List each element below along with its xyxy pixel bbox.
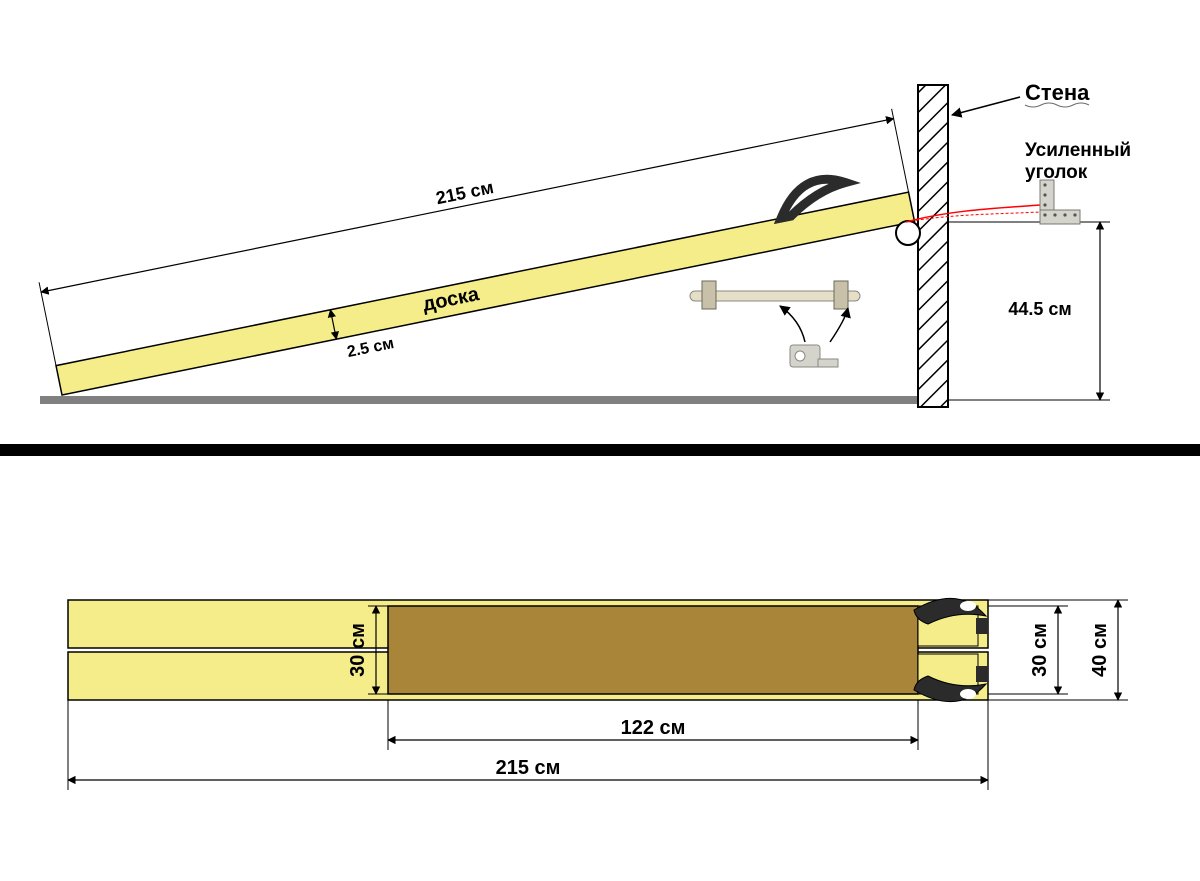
section-divider bbox=[0, 444, 1200, 456]
l-bracket-icon bbox=[1040, 180, 1080, 224]
floor bbox=[40, 396, 920, 404]
dim-mat-w-text: 122 см bbox=[621, 717, 686, 739]
dim-total-w: 215 см bbox=[68, 700, 988, 790]
roller bbox=[896, 221, 920, 245]
mat-top bbox=[388, 606, 918, 694]
wall-bar bbox=[690, 281, 860, 309]
wall-label: Стена bbox=[1025, 80, 1090, 105]
side-view-diagram: доска 215 см 2.5 см bbox=[36, 80, 1131, 419]
small-bracket bbox=[790, 345, 838, 367]
dim-inner-h-right-text: 30 см bbox=[1029, 623, 1051, 677]
plank-side: доска 215 см 2.5 см bbox=[36, 96, 919, 418]
bracket-label-line1: Усиленный bbox=[1025, 140, 1131, 161]
dim-height: 44.5 см bbox=[948, 222, 1110, 400]
top-view-diagram: 30 см 30 см 40 см 122 см 215 bbox=[68, 598, 1128, 790]
wall bbox=[918, 85, 948, 407]
dim-thickness-text: 2.5 см bbox=[346, 335, 396, 361]
dim-mat-w: 122 см bbox=[388, 700, 918, 750]
bracket-label-line2: уголок bbox=[1025, 162, 1088, 183]
dim-length-text: 215 см bbox=[434, 177, 495, 208]
dim-height-text: 44.5 см bbox=[1008, 299, 1071, 319]
dim-outer-h-text: 40 см bbox=[1089, 623, 1111, 677]
dim-inner-h-left-text: 30 см bbox=[347, 623, 369, 677]
dim-total-w-text: 215 см bbox=[496, 757, 561, 779]
bracket-label-group: Усиленный уголок bbox=[1025, 140, 1131, 224]
wall-label-group: Стена bbox=[952, 80, 1090, 115]
dim-inner-h-right: 30 см bbox=[988, 606, 1068, 694]
